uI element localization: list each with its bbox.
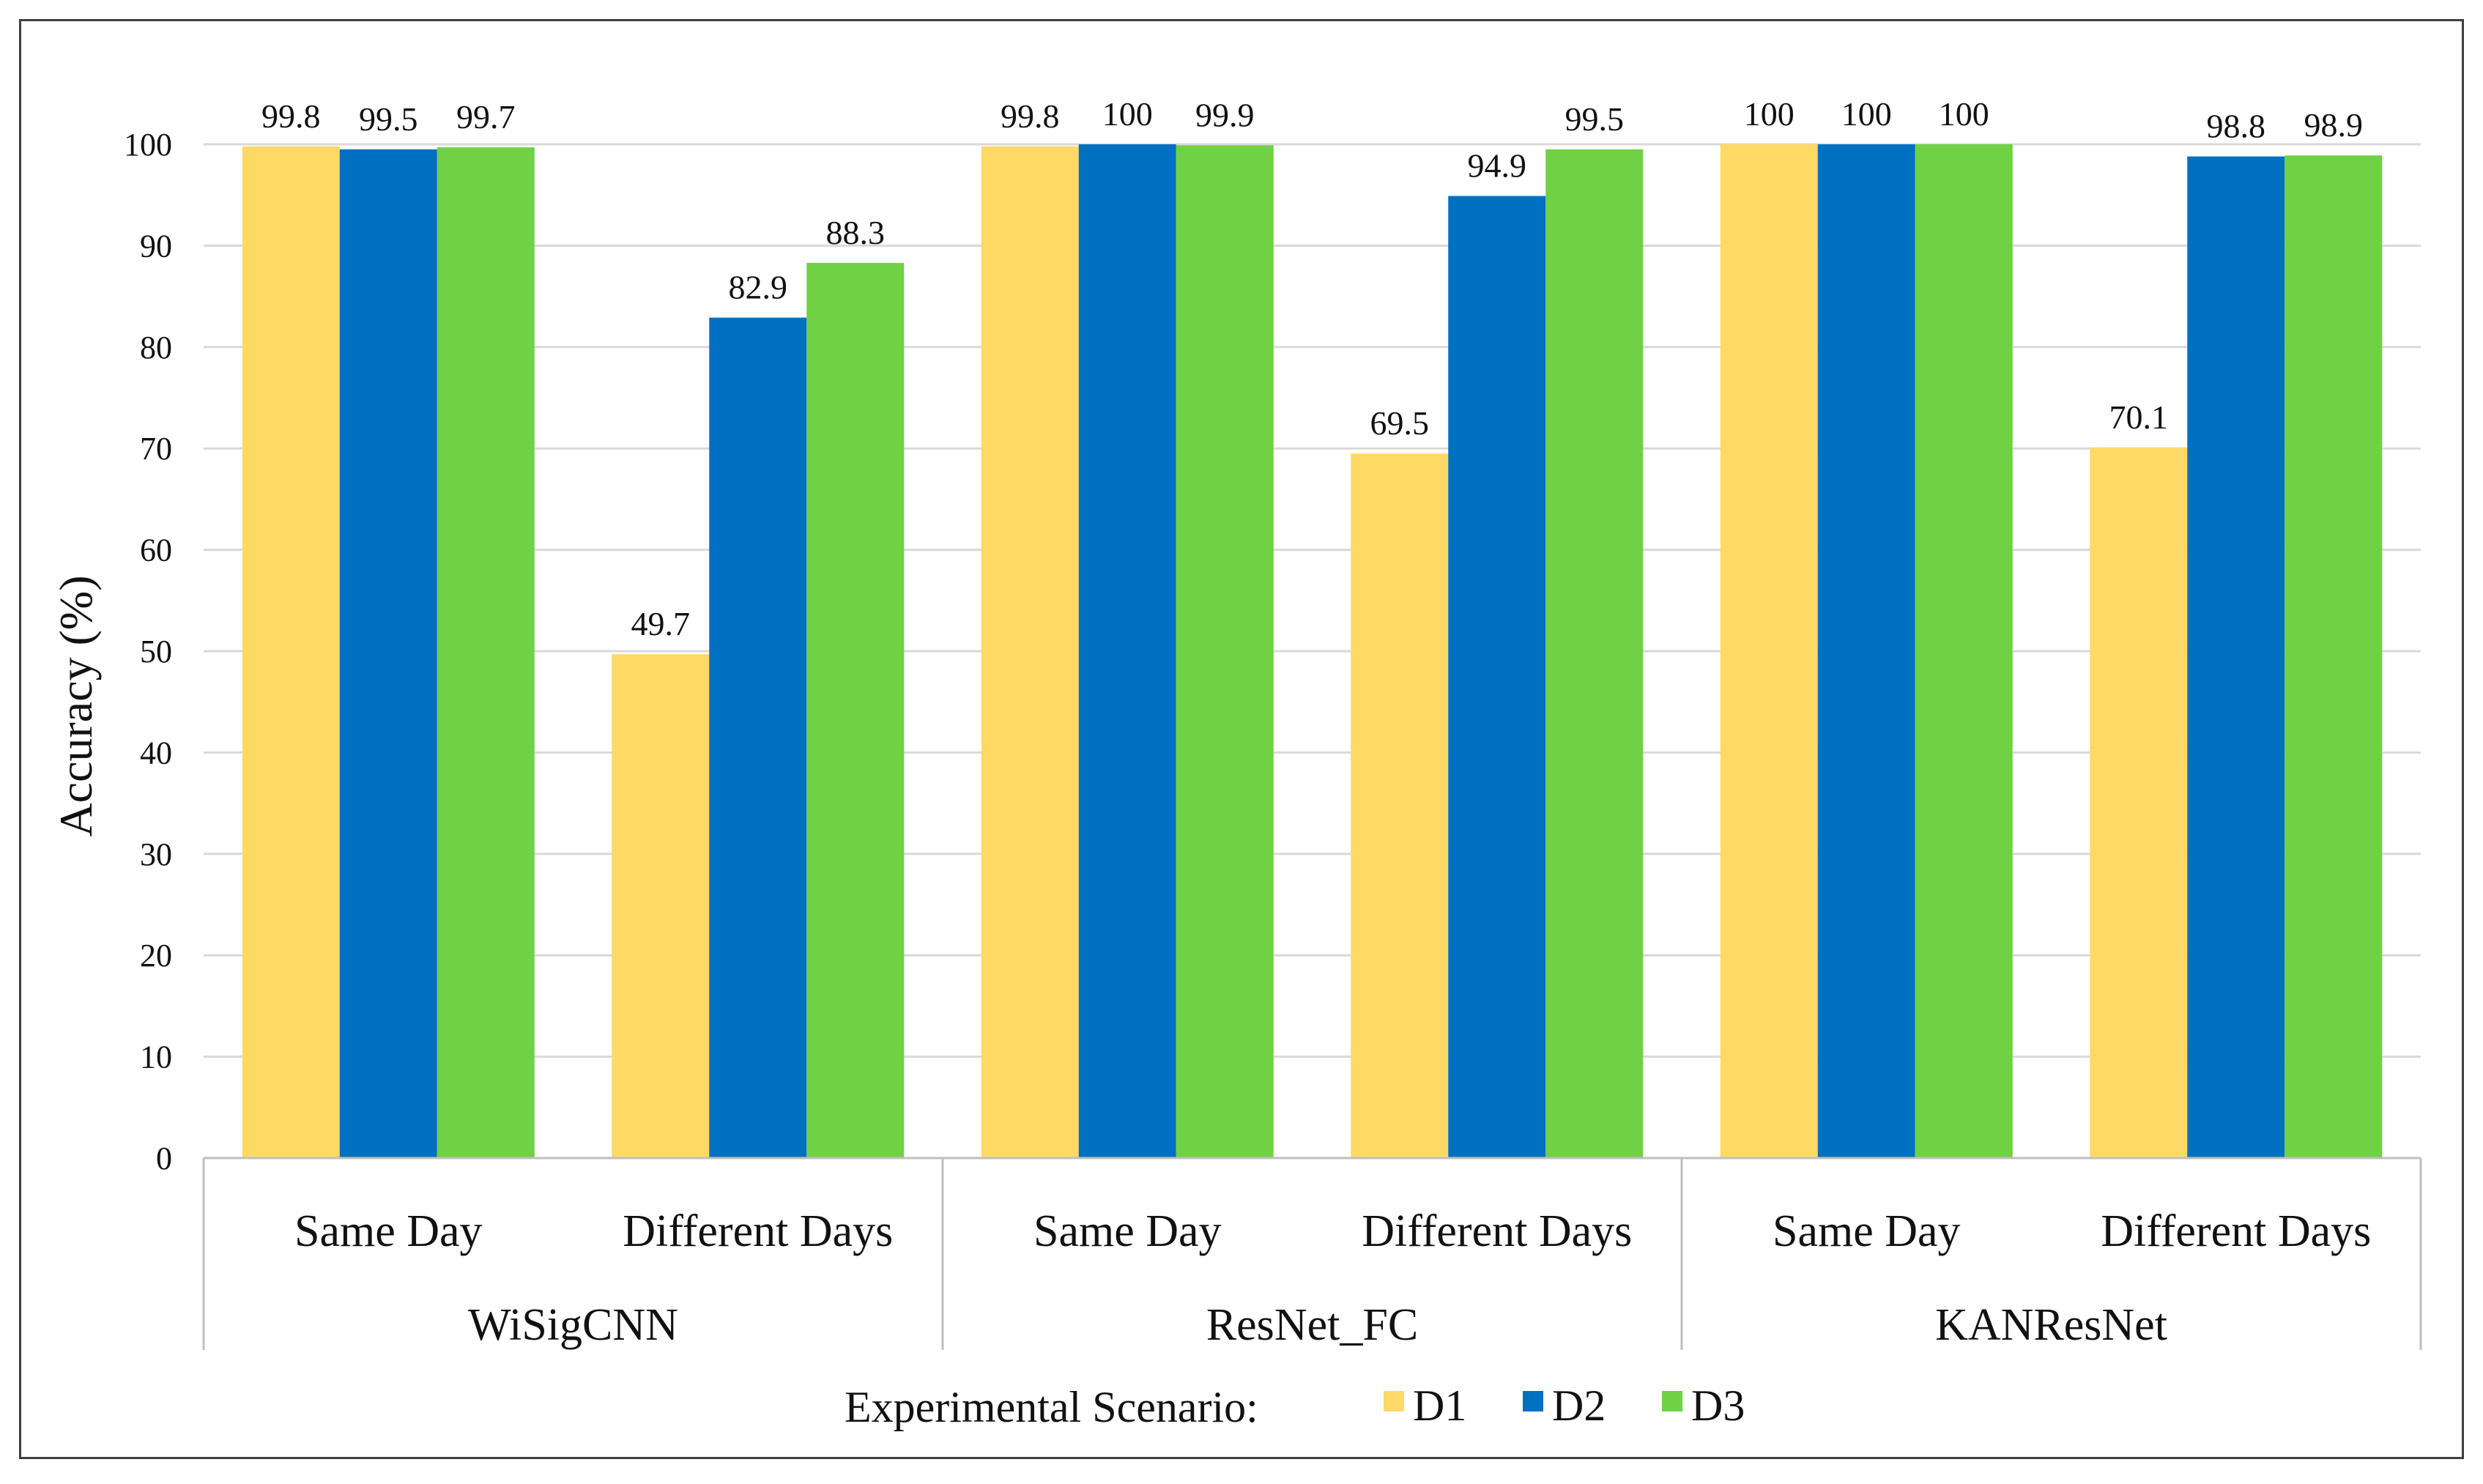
group-label: KANResNet	[1935, 1300, 2167, 1350]
legend-label-d1: D1	[1413, 1381, 1466, 1430]
data-label: 99.9	[1195, 96, 1255, 133]
bar-d3	[2285, 155, 2383, 1158]
x-tick-label: Different Days	[623, 1206, 893, 1256]
legend: Experimental Scenario: D1 D2 D3	[845, 1381, 1745, 1431]
group-label: WiSigCNN	[468, 1300, 678, 1350]
y-tick-label: 90	[140, 228, 172, 264]
data-label: 100	[1939, 95, 1989, 133]
bar-d3	[1176, 145, 1274, 1158]
data-label: 94.9	[1468, 147, 1527, 185]
bar-d1	[2090, 447, 2188, 1158]
data-label: 99.7	[456, 98, 516, 136]
data-label: 82.9	[729, 269, 788, 306]
y-axis-title: Accuracy (%)	[50, 575, 102, 836]
data-label: 99.8	[261, 97, 321, 135]
chart-frame: 0 10 20 30 40 50 60 70 80 90 100 Same Day Different …	[19, 19, 2464, 1459]
legend-swatch-d2	[1523, 1391, 1543, 1411]
gridlines	[204, 143, 2421, 1058]
data-label: 100	[1102, 95, 1153, 133]
legend-title: Experimental Scenario:	[845, 1383, 1258, 1431]
data-label: 99.5	[1565, 100, 1625, 138]
legend-swatch-d3	[1662, 1391, 1682, 1411]
y-tick-label: 70	[140, 431, 172, 467]
data-label: 49.7	[631, 605, 691, 642]
x-tick-label: Same Day	[294, 1206, 483, 1256]
y-tick-label: 30	[140, 836, 172, 872]
bar-d2	[1448, 196, 1546, 1158]
group-label: ResNet_FC	[1206, 1300, 1418, 1350]
data-labels: 99.8 49.7 99.8 69.5 100 70.1 99.5 82.9 100 94.9 10…	[261, 95, 2363, 642]
y-tick-label: 0	[156, 1140, 172, 1176]
bar-d3	[1545, 149, 1644, 1158]
bar-d1	[1351, 453, 1449, 1158]
x-tick-label: Same Day	[1033, 1206, 1222, 1256]
bar-d2	[2187, 156, 2285, 1158]
bar-d1	[981, 146, 1079, 1158]
legend-label-d3: D3	[1691, 1381, 1745, 1430]
data-label: 88.3	[826, 214, 886, 251]
bar-d2	[1817, 144, 1915, 1158]
bar-d3	[1915, 144, 2013, 1158]
x-tick-label: Same Day	[1773, 1206, 1961, 1256]
data-label: 100	[1744, 95, 1794, 133]
data-label: 70.1	[2109, 398, 2169, 436]
data-label: 100	[1841, 95, 1892, 133]
bar-d1	[612, 654, 710, 1158]
bar-chart: 0 10 20 30 40 50 60 70 80 90 100 Same Day Different …	[50, 95, 2422, 1431]
axes: 0 10 20 30 40 50 60 70 80 90 100 Same Day Different …	[124, 127, 2422, 1350]
legend-swatch-d1	[1384, 1391, 1404, 1411]
bar-d2	[339, 149, 437, 1158]
y-tick-label: 50	[140, 634, 172, 669]
bar-d1	[242, 146, 340, 1158]
x-tick-label: Different Days	[1362, 1206, 1632, 1256]
data-label: 98.9	[2304, 106, 2364, 144]
bars	[242, 144, 2383, 1159]
data-label: 99.8	[1001, 97, 1060, 135]
y-tick-label: 60	[140, 533, 172, 568]
bar-d2	[1078, 144, 1176, 1158]
legend-label-d2: D2	[1552, 1381, 1606, 1430]
data-label: 69.5	[1370, 404, 1430, 442]
y-tick-label: 10	[140, 1039, 172, 1075]
data-label: 99.5	[359, 100, 418, 138]
bar-d3	[437, 147, 535, 1159]
bar-d1	[1720, 144, 1818, 1158]
y-tick-label: 80	[140, 330, 172, 366]
bar-d3	[806, 262, 905, 1159]
y-tick-label: 40	[140, 735, 172, 771]
y-tick-label: 100	[124, 127, 172, 163]
x-tick-label: Different Days	[2101, 1206, 2371, 1256]
y-tick-label: 20	[140, 938, 172, 973]
bar-d2	[709, 317, 807, 1158]
data-label: 98.8	[2207, 108, 2266, 145]
